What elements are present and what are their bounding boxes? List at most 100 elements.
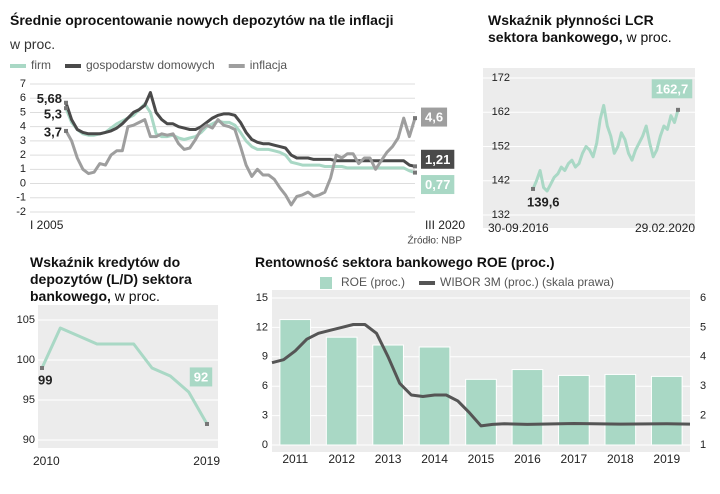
legend-label: inflacja xyxy=(250,58,288,72)
chart-subtitle: w proc. xyxy=(10,36,56,52)
legend-label: WIBOR 3M (proc.) (skala prawa) xyxy=(440,275,614,289)
label-box xyxy=(651,79,693,99)
y-tick-label: 3 xyxy=(20,135,26,147)
y-tick-label: 9 xyxy=(262,351,268,363)
y-tick-label: 15 xyxy=(256,292,268,304)
y2-tick-label: 4 xyxy=(700,351,706,363)
value-label: 5,68 xyxy=(37,91,62,106)
bar xyxy=(325,336,358,446)
end-point xyxy=(413,164,417,169)
y-tick-label: 152 xyxy=(492,140,510,152)
bar xyxy=(604,373,637,446)
y-tick-label: 0 xyxy=(20,177,26,189)
x-tick-label: I 2005 xyxy=(30,218,64,232)
bar xyxy=(558,374,590,446)
value-label: 5,3 xyxy=(44,107,62,122)
x-tick-label: 2014 xyxy=(421,452,448,466)
value-label: 3,7 xyxy=(44,124,62,139)
y-tick-label: 12 xyxy=(256,321,268,333)
y-tick-label: 5 xyxy=(20,106,26,118)
line xyxy=(531,103,680,193)
y-tick-label: 142 xyxy=(492,175,510,187)
chart-title: Rentowność sektora bankowego ROE (proc.) xyxy=(255,254,695,271)
title-unit: w proc. xyxy=(626,29,672,45)
legend-swatch xyxy=(320,277,332,289)
y-tick-label: 0 xyxy=(262,439,268,451)
line xyxy=(64,116,417,207)
x-tick-label: 2010 xyxy=(33,454,60,468)
title-text: Wskaźnik płynności LCR sektora bankowego… xyxy=(488,12,654,45)
end-point xyxy=(64,106,68,111)
y-tick-label: 90 xyxy=(23,434,35,446)
value-label: 1,21 xyxy=(425,152,450,167)
label-box xyxy=(421,107,448,127)
y2-tick-label: 1 xyxy=(700,439,706,451)
y-tick-label: 7 xyxy=(20,78,26,90)
x-tick-label: 2019 xyxy=(653,452,680,466)
chart-title: Wskaźnik płynności LCR sektora bankowego… xyxy=(488,12,698,46)
x-tick-label: 30-09.2016 xyxy=(488,221,549,235)
x-tick-label: 2011 xyxy=(282,452,308,466)
y-tick-label: -1 xyxy=(16,192,26,204)
y-tick-label: 132 xyxy=(492,209,510,221)
end-point xyxy=(64,128,68,133)
y-tick-label: 6 xyxy=(262,380,268,392)
end-point xyxy=(413,116,417,121)
x-tick-label: 2012 xyxy=(328,452,355,466)
legend-label: ROE (proc.) xyxy=(341,275,405,289)
x-tick-label: 2018 xyxy=(607,452,634,466)
x-tick-label: 2015 xyxy=(468,452,495,466)
line xyxy=(40,326,209,425)
y2-tick-label: 5 xyxy=(700,321,706,333)
chart-title: Średnie oprocentowanie nowych depozytów … xyxy=(10,12,450,29)
bar xyxy=(511,369,544,446)
y-tick-label: -2 xyxy=(16,206,26,218)
y-tick-label: 1 xyxy=(20,163,26,175)
end-point xyxy=(531,186,535,191)
label-box xyxy=(421,149,455,169)
x-tick-label: III 2020 xyxy=(425,218,465,232)
chart-title: Wskaźnik kredytów do depozytów (L/D) sek… xyxy=(30,254,230,305)
y2-tick-label: 6 xyxy=(700,292,706,304)
title-text: Rentowność sektora bankowego ROE (proc.) xyxy=(255,254,555,270)
value-label: 0,77 xyxy=(425,177,450,192)
y-tick-label: 100 xyxy=(17,354,35,366)
y-tick-label: 2 xyxy=(20,149,26,161)
value-label: 99 xyxy=(38,372,52,387)
title-text: Wskaźnik kredytów do depozytów (L/D) sek… xyxy=(30,254,192,304)
title-text: Średnie oprocentowanie nowych depozytów … xyxy=(10,12,394,28)
end-point xyxy=(40,366,44,370)
y-tick-label: 4 xyxy=(20,121,26,133)
y-tick-label: 3 xyxy=(262,410,268,422)
y-tick-label: 95 xyxy=(23,394,35,406)
y-tick-label: 162 xyxy=(492,106,510,118)
x-tick-label: 2016 xyxy=(514,452,541,466)
label-box xyxy=(189,367,213,387)
x-tick-label: 2013 xyxy=(375,452,402,466)
line xyxy=(271,323,691,428)
y-tick-label: 6 xyxy=(20,92,26,104)
value-label: 4,6 xyxy=(425,110,443,125)
value-label: 162,7 xyxy=(656,81,689,96)
value-label: 139,6 xyxy=(527,194,560,209)
x-tick-label: 2017 xyxy=(561,452,588,466)
y2-tick-label: 2 xyxy=(700,410,706,422)
source: Źródło: NBP xyxy=(408,234,463,247)
label-box xyxy=(421,175,455,195)
bar xyxy=(372,344,404,446)
end-point xyxy=(413,170,417,175)
bar xyxy=(650,375,683,446)
y-tick-label: 105 xyxy=(17,314,35,326)
y2-tick-label: 3 xyxy=(700,380,706,392)
value-label: 92 xyxy=(194,369,208,384)
legend-label: gospodarstw domowych xyxy=(86,58,215,72)
title-unit: w proc. xyxy=(114,288,160,304)
legend-label: firm xyxy=(31,58,51,72)
end-point xyxy=(64,100,68,105)
y-tick-label: 172 xyxy=(492,72,510,84)
x-tick-label: 29.02.2020 xyxy=(635,221,695,235)
plot-background xyxy=(38,305,218,448)
end-point xyxy=(676,107,680,112)
end-point xyxy=(205,422,209,426)
